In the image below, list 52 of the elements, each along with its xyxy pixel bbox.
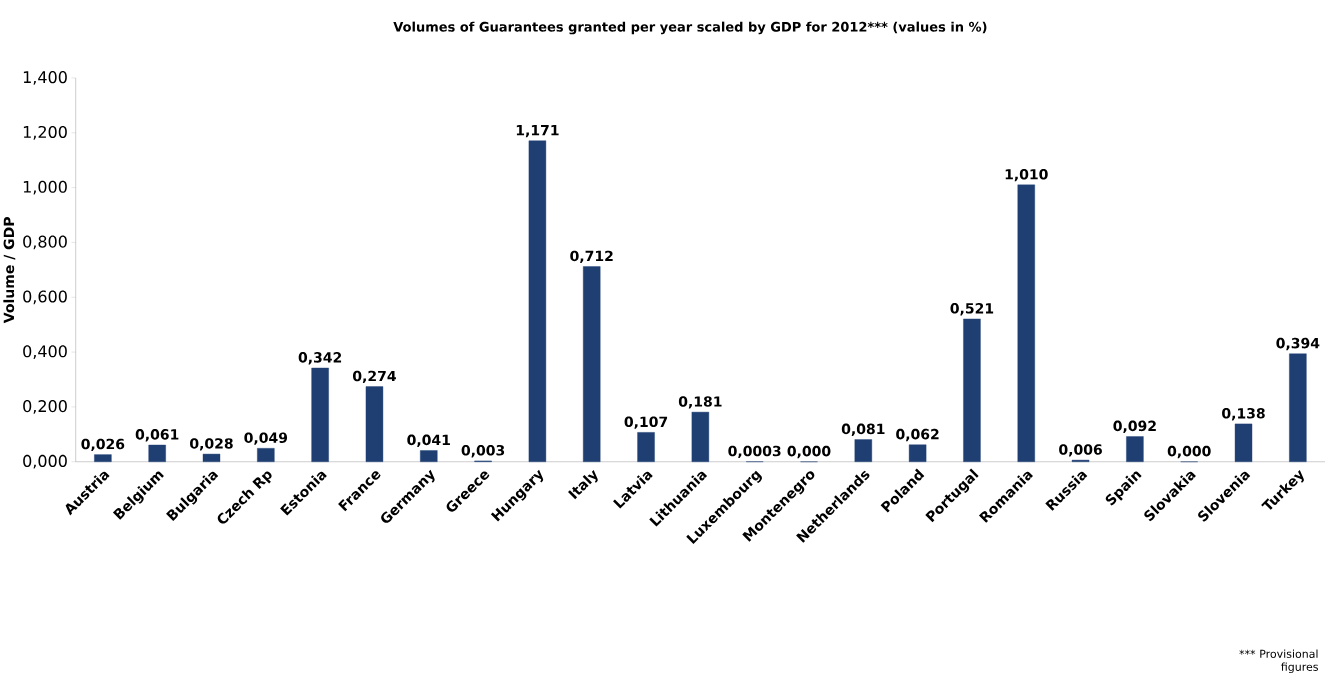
bar [637,432,655,463]
bar [257,448,275,463]
y-tick-label: 1,200 [23,126,67,140]
data-label: 0,049 [244,432,288,445]
data-label: 0,026 [81,438,125,452]
data-label: 0,003 [461,445,505,458]
data-label: 0,521 [950,303,994,316]
y-tick-label: 1,400 [23,71,67,86]
data-label: 0,000 [787,446,831,459]
data-label: 0,081 [841,423,885,437]
bar [583,266,601,463]
y-tick-label: 1,000 [23,180,67,195]
bar [908,444,927,463]
data-label: 0,342 [298,352,342,365]
data-label: 0,138 [1222,408,1265,421]
data-label: 0,274 [353,370,396,384]
bar [1234,423,1253,463]
y-tick-label: 0,800 [23,235,67,250]
data-label: 0,062 [896,429,939,442]
text: *** Provisional figures [1239,649,1318,674]
bar [420,450,438,463]
data-label: 0,006 [1059,444,1102,457]
y-tick-label: 0,600 [23,290,67,305]
y-tick-label: 0,200 [23,400,67,414]
bar [1126,436,1144,463]
y-tick-label: 0,000 [23,455,67,469]
bar [528,140,547,463]
data-label: 0,107 [624,416,668,430]
data-label: 0,028 [190,438,233,451]
y-tick-label: 0,400 [23,345,67,360]
data-label: 0,394 [1276,338,1320,351]
data-label: 0,041 [407,434,450,448]
bar [963,318,981,463]
bar [94,454,112,463]
bar [691,412,710,463]
bar [1289,353,1307,463]
bar [148,445,166,463]
data-label: 1,171 [516,125,559,138]
data-label: 0,181 [678,396,722,409]
data-label: 0,0003 [728,445,781,459]
bar [202,454,221,463]
data-label: 0,712 [570,250,613,264]
bar [311,367,329,463]
bar [1017,184,1035,463]
data-label: 1,010 [1005,169,1048,182]
chart-title: Volumes of Guarantees granted per year scaled by GDP for 2012*** (values in %) [393,21,987,35]
bar [365,386,384,463]
data-label: 0,061 [135,429,179,442]
data-label: 0,000 [1167,446,1211,459]
bar [854,439,872,463]
y-axis-title: Volume / GDP [3,217,16,324]
data-label: 0,092 [1113,420,1156,434]
